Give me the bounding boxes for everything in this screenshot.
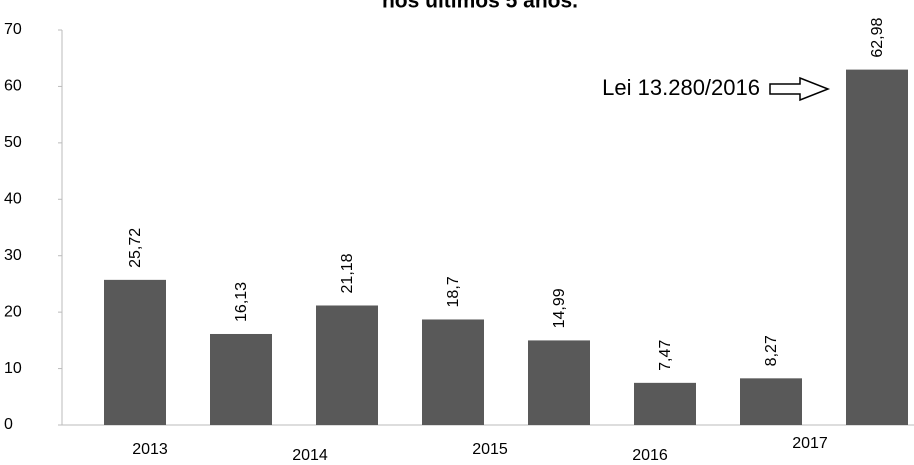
data-label: 62,98 (869, 17, 886, 57)
y-tick-label: 70 (4, 21, 22, 38)
bar (104, 279, 166, 425)
data-label: 18,7 (445, 276, 462, 307)
y-tick-label: 20 (4, 303, 22, 320)
annotation-arrow (769, 76, 831, 102)
x-axis-label: 2015 (472, 441, 508, 458)
data-label: 8,27 (763, 335, 780, 366)
chart-title: nos últimos 5 anos. (382, 0, 578, 13)
x-axis-label: 2017 (792, 435, 828, 452)
y-tick-label: 50 (4, 134, 22, 151)
bar (316, 305, 378, 425)
y-tick-label: 0 (4, 416, 13, 433)
bar (528, 340, 590, 425)
data-label: 16,13 (233, 282, 250, 322)
y-tick-label: 60 (4, 78, 22, 95)
x-axis-label: 2016 (632, 447, 668, 464)
y-tick-label: 40 (4, 191, 22, 208)
bar (740, 378, 802, 425)
bar (422, 319, 484, 425)
data-label: 7,47 (657, 340, 674, 371)
y-tick-label: 10 (4, 360, 22, 377)
data-label: 21,18 (339, 253, 356, 293)
x-axis-label: 2013 (132, 441, 168, 458)
bar (846, 69, 908, 425)
bar (634, 382, 696, 425)
bar (210, 333, 272, 425)
data-label: 25,72 (127, 228, 144, 268)
x-axis-label: 2014 (292, 447, 328, 464)
annotation: Lei 13.280/2016 (602, 75, 760, 100)
data-label: 14,99 (551, 288, 568, 328)
y-tick-label: 30 (4, 247, 22, 264)
